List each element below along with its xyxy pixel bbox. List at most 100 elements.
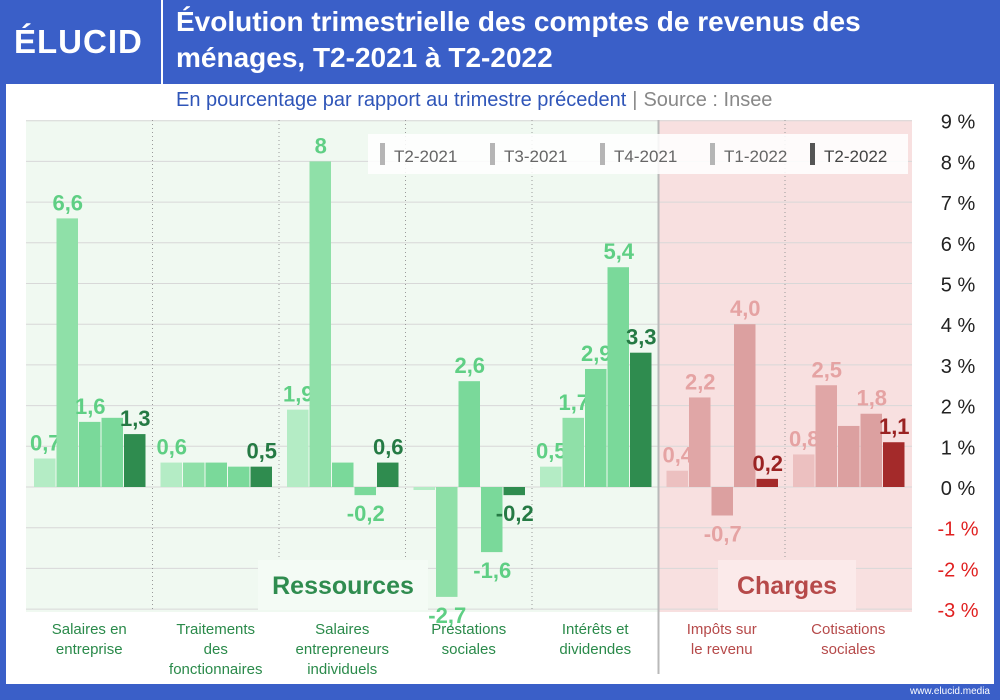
bar <box>377 462 399 487</box>
bar <box>585 368 607 487</box>
category-label: Salaires en <box>52 621 127 638</box>
charges-group-label: Charges <box>737 572 837 600</box>
category-label: Intérêts et <box>562 621 630 638</box>
legend-swatch <box>810 143 815 165</box>
bar <box>436 487 458 597</box>
category-label: Prestations <box>431 621 506 638</box>
bar <box>756 478 778 487</box>
legend-item-label: T2-2022 <box>824 147 887 166</box>
bar <box>607 267 629 487</box>
category-label: dividendes <box>559 641 631 658</box>
data-label: -0,2 <box>347 501 385 526</box>
bar <box>332 462 354 487</box>
charges-background <box>658 120 912 612</box>
y-tick-label: 8 % <box>941 152 976 174</box>
data-label: 0,5 <box>246 439 277 464</box>
bar <box>458 381 480 487</box>
legend-item-label: T2-2021 <box>394 147 457 166</box>
category-label: entreprise <box>56 641 123 658</box>
bar <box>413 487 435 490</box>
charges-label-bg <box>718 560 856 610</box>
category-label: individuels <box>307 661 377 678</box>
header-bar: ÉLUCID Évolution trimestrielle des compt… <box>0 0 1000 84</box>
footer-url: www.elucid.media <box>909 686 990 697</box>
category-label: fonctionnaires <box>169 661 262 678</box>
data-label: 6,6 <box>52 190 83 215</box>
subtitle-separator: | <box>632 89 638 111</box>
data-label: 2,9 <box>581 341 612 366</box>
bar <box>883 442 905 487</box>
bar <box>354 487 376 496</box>
legend-swatch <box>380 143 385 165</box>
bar <box>250 466 272 487</box>
category-label: sociales <box>442 641 496 658</box>
bar <box>666 470 688 487</box>
data-label: -0,7 <box>704 521 742 546</box>
chart-subtitle: En pourcentage par rapport au trimestre … <box>176 89 627 111</box>
category-label: Salaires <box>315 621 369 638</box>
data-label: -1,6 <box>473 558 511 583</box>
y-tick-label: -3 % <box>937 600 978 622</box>
category-label: entrepreneurs <box>296 641 389 658</box>
category-label: des <box>204 641 228 658</box>
category-label: Impôts sur <box>687 621 757 638</box>
data-label: 4,0 <box>730 296 761 321</box>
data-label: 0,8 <box>789 426 820 451</box>
data-label: 2,6 <box>454 353 485 378</box>
bar <box>56 218 78 487</box>
y-tick-label: -1 % <box>937 519 978 541</box>
data-label: 0,7 <box>30 431 61 456</box>
legend-item-label: T3-2021 <box>504 147 567 166</box>
data-label: -0,2 <box>496 501 534 526</box>
bar <box>34 458 56 487</box>
data-label: 1,8 <box>856 386 887 411</box>
bar <box>793 454 815 487</box>
bar <box>287 409 309 487</box>
ressources-background <box>26 120 659 612</box>
y-tick-label: 2 % <box>941 397 976 419</box>
data-label: 0,6 <box>373 435 404 460</box>
data-label: 0,6 <box>156 435 187 460</box>
bar <box>562 417 584 487</box>
category-label: Traitements <box>176 621 255 638</box>
bar <box>860 413 882 487</box>
category-label: le revenu <box>691 641 753 658</box>
chart-title: Évolution trimestrielle des comptes de r… <box>176 6 861 73</box>
y-tick-label: 4 % <box>941 315 976 337</box>
data-label: 3,3 <box>626 325 657 350</box>
y-tick-label: 1 % <box>941 437 976 459</box>
chart-subtitle-line: En pourcentage par rapport au trimestre … <box>176 89 772 112</box>
data-label: -2,7 <box>428 603 466 628</box>
legend-box <box>368 134 908 174</box>
y-tick-label: 3 % <box>941 356 976 378</box>
bar <box>838 425 860 487</box>
bar <box>101 417 123 487</box>
elucid-logo: ÉLUCID <box>14 23 143 60</box>
data-label: 5,4 <box>603 239 634 264</box>
y-tick-label: 5 % <box>941 275 976 297</box>
data-label: 1,9 <box>283 382 314 407</box>
bar <box>815 385 837 487</box>
bar <box>228 466 250 487</box>
data-label: 0,2 <box>752 451 783 476</box>
category-label: sociales <box>821 641 875 658</box>
bar <box>734 324 756 487</box>
y-tick-label: -2 % <box>937 559 978 581</box>
data-label: 1,7 <box>558 390 589 415</box>
bar <box>503 487 525 496</box>
bar <box>124 434 146 487</box>
legend-swatch <box>600 143 605 165</box>
bar <box>205 462 227 487</box>
bar <box>689 397 711 487</box>
data-label: 0,4 <box>662 443 693 468</box>
bar <box>540 466 562 487</box>
y-tick-label: 9 % <box>941 112 976 134</box>
data-label: 2,2 <box>685 369 716 394</box>
legend-swatch <box>710 143 715 165</box>
y-tick-label: 0 % <box>941 478 976 500</box>
data-label: 0,5 <box>536 439 567 464</box>
bar <box>160 462 182 487</box>
category-label: Cotisations <box>811 621 885 638</box>
source-note: Source : Insee <box>643 89 773 111</box>
